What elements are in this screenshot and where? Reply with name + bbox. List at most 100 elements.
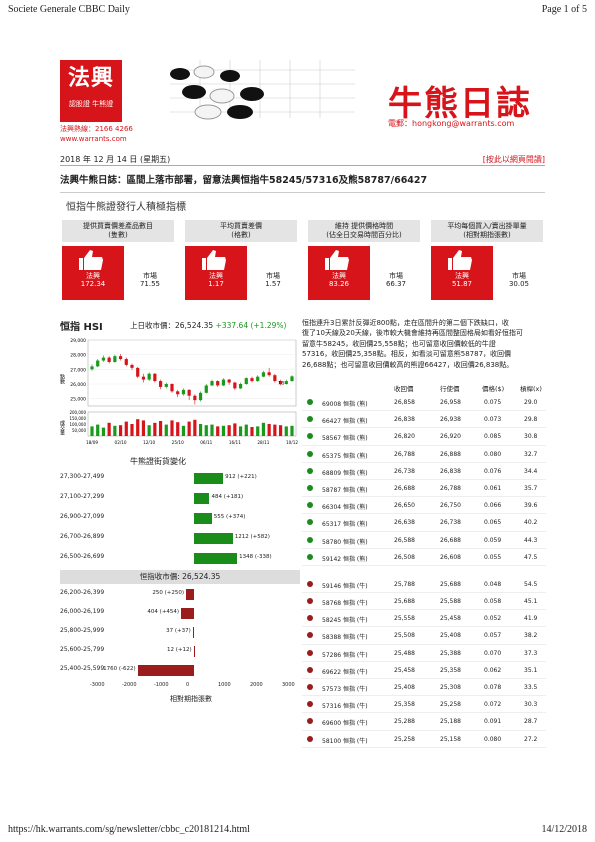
watchlist-row[interactable]: 68809 恒指 (熊) 26,738 26,838 0.076 34.4 [302, 463, 546, 480]
volume-bar [216, 426, 220, 436]
volume-bar [238, 426, 243, 436]
cell-lev: 54.5 [524, 580, 538, 588]
hotline: 法興熱線：2166 4266 [60, 125, 133, 133]
cell-lev: 41.9 [524, 615, 538, 623]
date-tick: 28/11 [257, 440, 269, 445]
sg-label: 法興 [86, 272, 100, 280]
watchlist-row[interactable]: 59146 恒指 (牛) 25,788 25,688 0.048 54.5 [302, 576, 546, 594]
watchlist-row[interactable]: 59142 恒指 (熊) 26,508 26,608 0.055 47.5 [302, 549, 546, 566]
thumbs-up-icon [448, 250, 472, 270]
card-title: 平均每個買入/賣出掛單量 (相對期指張數) [431, 220, 543, 242]
bull-marker-icon [307, 666, 313, 673]
cell-call: 25,408 [394, 684, 415, 691]
watchlist-row[interactable]: 58567 恒指 (熊) 26,820 26,920 0.085 30.8 [302, 428, 546, 446]
cell-strike: 26,920 [440, 433, 461, 441]
commentary-line: 26,688點；也可留意收回價較高的熊證66427，收回價26,838點。 [302, 360, 514, 369]
price-range-label: 26,200-26,399 [60, 589, 105, 596]
bar-value-label: 555 (+374) [213, 514, 246, 520]
cell-price: 0.062 [484, 666, 502, 674]
volume-bar [267, 424, 271, 436]
card-title-line2: (隻數) [108, 231, 128, 239]
bull-marker-icon [307, 684, 313, 690]
volume-bar [90, 426, 94, 436]
cell-lev: 28.7 [524, 718, 538, 726]
last-price-label: 7.5 [278, 380, 285, 385]
cell-code: 58780 恒指 (熊) [322, 538, 368, 546]
candle-body [233, 382, 237, 389]
contact-email[interactable]: 電郵：hongkong@warrants.com [388, 119, 515, 128]
volume-tick: 200,000 [69, 410, 86, 415]
bear-distribution-row: 27,100-27,299 484 (+181) [60, 490, 300, 506]
bull-marker-icon [307, 615, 313, 622]
volume-bar [210, 424, 214, 436]
candle-body [90, 366, 94, 370]
cell-strike: 25,358 [440, 666, 461, 674]
cell-lev: 30.3 [524, 701, 538, 709]
cell-code: 58388 恒指 (牛) [322, 634, 368, 642]
col-leverage: 槓桿(x) [520, 385, 542, 393]
cell-code: 68809 恒指 (熊) [322, 469, 368, 477]
price-plot-area [87, 339, 297, 407]
cell-strike: 26,738 [440, 519, 461, 527]
col-price: 價格($) [482, 385, 505, 393]
web-version-link[interactable]: [按此以網頁閱讀] [482, 155, 545, 164]
cell-code: 69622 恒指 (牛) [322, 668, 368, 676]
watchlist-row[interactable]: 69600 恒指 (牛) 25,288 25,188 0.091 28.7 [302, 713, 546, 731]
page-url[interactable]: https://hk.warrants.com/sg/newsletter/cb… [8, 824, 250, 835]
cell-lev: 27.2 [524, 735, 538, 743]
bear-marker-icon [307, 399, 313, 405]
volume-bar [141, 420, 146, 436]
price-tick: 25,000 [70, 397, 86, 403]
cell-strike: 26,608 [440, 553, 461, 561]
watchlist-row[interactable]: 58780 恒指 (熊) 26,588 26,688 0.059 44.3 [302, 532, 546, 549]
cell-code: 58567 恒指 (熊) [322, 435, 368, 443]
date-tick: 16/11 [229, 440, 241, 445]
ranking-title: 恒指牛熊證發行人積極指標 [66, 202, 186, 213]
candle-body [101, 357, 106, 361]
website-link[interactable]: www.warrants.com [60, 135, 127, 143]
cell-strike: 25,588 [440, 598, 461, 606]
cell-call: 26,788 [394, 450, 415, 458]
watchlist-row[interactable]: 58100 恒指 (牛) 25,258 25,158 0.080 27.2 [302, 731, 546, 748]
watchlist-row[interactable]: 69008 恒指 (熊) 26,858 26,958 0.075 29.0 [302, 394, 546, 412]
volume-bar [118, 425, 123, 436]
cell-strike: 26,688 [440, 536, 461, 544]
cell-price: 0.057 [484, 632, 502, 640]
card-title-line1: 維持 提供價格時間 [334, 222, 394, 230]
watchlist-row[interactable]: 65375 恒指 (熊) 26,788 26,888 0.080 32.7 [302, 446, 546, 463]
watchlist-row[interactable]: 69622 恒指 (牛) 25,458 25,358 0.062 35.1 [302, 662, 546, 679]
candle-body [238, 384, 243, 389]
cell-lev: 38.2 [524, 632, 538, 640]
card-title-line2: (佔全日交易時間百分比) [326, 231, 402, 239]
watchlist-row[interactable]: 58245 恒指 (牛) 25,558 25,458 0.052 41.9 [302, 610, 546, 628]
bull-marker-icon [307, 718, 313, 725]
watchlist-row[interactable]: 65317 恒指 (熊) 26,638 26,738 0.065 40.2 [302, 514, 546, 532]
volume-tick: 50,000 [72, 428, 86, 433]
cell-lev: 32.7 [524, 450, 538, 458]
candle-body [170, 384, 174, 392]
cell-code: 57286 恒指 (牛) [322, 651, 368, 659]
watchlist-row[interactable]: 58388 恒指 (牛) 25,508 25,408 0.057 38.2 [302, 627, 546, 645]
candle-body [261, 372, 266, 377]
watchlist-row[interactable]: 66304 恒指 (熊) 26,650 26,750 0.066 39.6 [302, 497, 546, 515]
axis-tick: 2000 [250, 682, 263, 688]
volume-bar [284, 426, 288, 436]
commentary-line: 復了10天線及20天線，後市較大機會維持再區間整固格局如看好恒指可 [302, 329, 523, 338]
cell-price: 0.059 [484, 536, 502, 544]
watchlist-row[interactable]: 57316 恒指 (牛) 25,358 25,258 0.072 30.3 [302, 696, 546, 714]
watchlist-row[interactable]: 66427 恒指 (熊) 26,838 26,938 0.073 29.8 [302, 411, 546, 429]
watchlist-row[interactable]: 58768 恒指 (牛) 25,688 25,588 0.058 45.1 [302, 593, 546, 611]
card-title-line2: (相對期指張數) [463, 231, 511, 239]
volume-bar [204, 425, 208, 436]
watchlist-row[interactable]: 57286 恒指 (牛) 25,488 25,388 0.070 37.3 [302, 645, 546, 662]
cell-strike: 26,750 [440, 502, 461, 510]
card-title-line1: 提供買賣價差產品數目 [83, 222, 153, 230]
watchlist-row[interactable]: 57573 恒指 (牛) 25,408 25,308 0.078 33.5 [302, 679, 546, 697]
volume-bar [158, 421, 163, 436]
cell-price: 0.072 [484, 701, 502, 709]
cell-code: 69008 恒指 (熊) [322, 401, 368, 408]
ranking-card: 提供買賣價差產品數目 (隻數) 法興 172.34 市場 71.55 [62, 220, 174, 300]
bull-distribution-row: 26,200-26,399 250 (+250) [60, 586, 300, 602]
cell-price: 0.070 [484, 649, 502, 657]
watchlist-row[interactable]: 58787 恒指 (熊) 26,688 26,788 0.061 35.7 [302, 480, 546, 498]
